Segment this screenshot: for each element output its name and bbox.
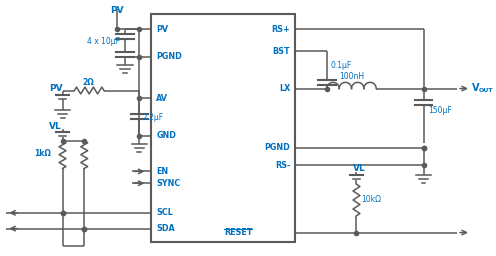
- Text: OUT: OUT: [479, 88, 493, 93]
- Text: PGND: PGND: [156, 52, 182, 61]
- Text: 2.2μF: 2.2μF: [142, 113, 164, 122]
- Text: RS-: RS-: [275, 161, 290, 170]
- Text: PV: PV: [49, 84, 62, 93]
- Text: LX: LX: [279, 84, 290, 93]
- Text: 2Ω: 2Ω: [82, 78, 94, 87]
- Text: SCL: SCL: [156, 208, 173, 217]
- Text: SYNC: SYNC: [156, 179, 181, 188]
- Text: 100nH: 100nH: [339, 72, 364, 81]
- Text: 150μF: 150μF: [429, 106, 452, 115]
- Text: VL: VL: [353, 164, 365, 173]
- Bar: [151, 14, 295, 242]
- Text: VL: VL: [49, 122, 62, 131]
- Text: 1kΩ: 1kΩ: [34, 149, 51, 158]
- Text: 0.1μF: 0.1μF: [331, 61, 352, 70]
- Text: PGND: PGND: [265, 143, 290, 152]
- Text: V: V: [472, 83, 479, 93]
- Text: EN: EN: [156, 167, 168, 176]
- Text: 4 x 10μF: 4 x 10μF: [87, 37, 120, 46]
- Text: BST: BST: [273, 47, 290, 56]
- Text: AV: AV: [156, 94, 168, 103]
- Text: 10kΩ: 10kΩ: [362, 195, 381, 204]
- Text: GND: GND: [156, 131, 176, 140]
- Text: PV: PV: [156, 25, 168, 34]
- Text: RESET: RESET: [224, 228, 252, 237]
- Text: PV: PV: [110, 6, 124, 15]
- Text: SDA: SDA: [156, 224, 175, 233]
- Text: RS+: RS+: [272, 25, 290, 34]
